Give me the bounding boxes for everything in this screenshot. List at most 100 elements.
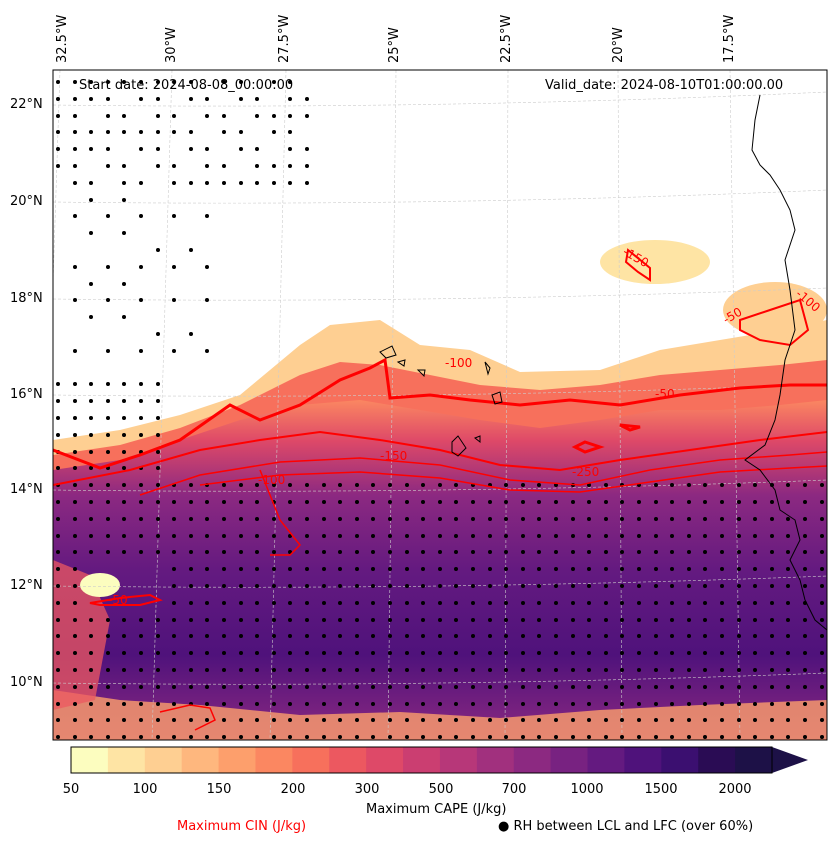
rh-dot: [255, 702, 259, 706]
rh-dot: [89, 466, 93, 470]
cin-contour-south: [159, 704, 216, 731]
rh-dot: [371, 483, 375, 487]
rh-dot: [172, 618, 176, 622]
rh-dot: [122, 618, 126, 622]
rh-dot: [89, 634, 93, 638]
rh-dot: [803, 517, 807, 521]
rh-dot: [504, 534, 508, 538]
rh-dot: [537, 651, 541, 655]
rh-dot: [637, 567, 641, 571]
cape-verde-islands: [379, 345, 503, 457]
rh-dot: [670, 702, 674, 706]
rh-dot: [554, 567, 558, 571]
rh-dot: [139, 735, 143, 739]
rh-dot: [753, 634, 757, 638]
rh-dot: [305, 601, 309, 605]
rh-dot: [454, 618, 458, 622]
rh-dot: [255, 735, 259, 739]
rh-dot: [122, 466, 126, 470]
cape-northern-blob: [600, 240, 710, 284]
rh-dot: [753, 735, 757, 739]
rh-dot: [239, 80, 243, 84]
rh-dot: [338, 702, 342, 706]
rh-dot: [687, 500, 691, 504]
colorbar-segment: [439, 747, 478, 773]
rh-dot: [56, 466, 60, 470]
rh-dot: [189, 601, 193, 605]
rh-dot: [720, 634, 724, 638]
cin-contour-150: [139, 451, 827, 496]
cin-contour-100: [53, 430, 827, 486]
rh-dot: [421, 500, 425, 504]
rh-dot: [820, 634, 824, 638]
rh-dot: [521, 601, 525, 605]
rh-dot: [156, 618, 160, 622]
rh-dot: [438, 534, 442, 538]
rh-dot: [172, 80, 176, 84]
rh-dot: [139, 265, 143, 269]
rh-dot: [703, 517, 707, 521]
rh-dot: [255, 668, 259, 672]
rh-dot: [654, 618, 658, 622]
colorbar-segment: [476, 747, 515, 773]
rh-dot: [305, 567, 309, 571]
rh-dot: [521, 735, 525, 739]
rh-dot: [172, 500, 176, 504]
rh-dot: [471, 735, 475, 739]
rh-dot: [786, 618, 790, 622]
rh-dot: [222, 517, 226, 521]
cin-label: -150: [380, 449, 407, 463]
rh-dot: [620, 601, 624, 605]
lat-label: 10°N: [10, 675, 43, 690]
rh-dot: [189, 567, 193, 571]
rh-dot: [189, 500, 193, 504]
lon-label: 25°W: [387, 27, 402, 63]
rh-dot: [388, 651, 392, 655]
rh-dot: [388, 735, 392, 739]
rh-dot: [803, 618, 807, 622]
rh-dot: [803, 567, 807, 571]
rh-dot: [521, 702, 525, 706]
rh-dot: [305, 500, 309, 504]
cin-contour-nw-blob: [624, 248, 651, 282]
rh-dot: [89, 651, 93, 655]
rh-dot: [156, 550, 160, 554]
rh-dot: [670, 718, 674, 722]
rh-dot: [720, 618, 724, 622]
rh-dot: [139, 483, 143, 487]
rh-dot: [454, 601, 458, 605]
rh-dot: [571, 718, 575, 722]
rh-dot: [753, 483, 757, 487]
rh-dot: [139, 634, 143, 638]
rh-dot: [288, 147, 292, 151]
rh-dot: [338, 685, 342, 689]
rh-dot: [371, 668, 375, 672]
rh-dot: [620, 634, 624, 638]
rh-dot: [122, 718, 126, 722]
rh-dot: [803, 668, 807, 672]
rh-dot: [454, 651, 458, 655]
rh-dot: [720, 702, 724, 706]
rh-dot: [73, 634, 77, 638]
rh-dot: [355, 550, 359, 554]
rh-dot: [637, 634, 641, 638]
rh-dot: [587, 668, 591, 672]
rh-dot: [122, 668, 126, 672]
rh-dot: [89, 718, 93, 722]
rh-dot: [388, 517, 392, 521]
rh-dot: [753, 702, 757, 706]
rh-dot: [288, 584, 292, 588]
rh-dot: [89, 399, 93, 403]
rh-dot: [73, 433, 77, 437]
rh-dot: [288, 164, 292, 168]
rh-dot: [438, 483, 442, 487]
rh-dot: [703, 651, 707, 655]
lon-label: 27.5°W: [277, 14, 292, 63]
cin-contour-12n: [89, 593, 163, 606]
rh-dot: [687, 718, 691, 722]
rh-dot: [803, 584, 807, 588]
rh-dot: [720, 483, 724, 487]
rh-dot: [222, 735, 226, 739]
rh-dot: [388, 550, 392, 554]
rh-dot: [73, 517, 77, 521]
